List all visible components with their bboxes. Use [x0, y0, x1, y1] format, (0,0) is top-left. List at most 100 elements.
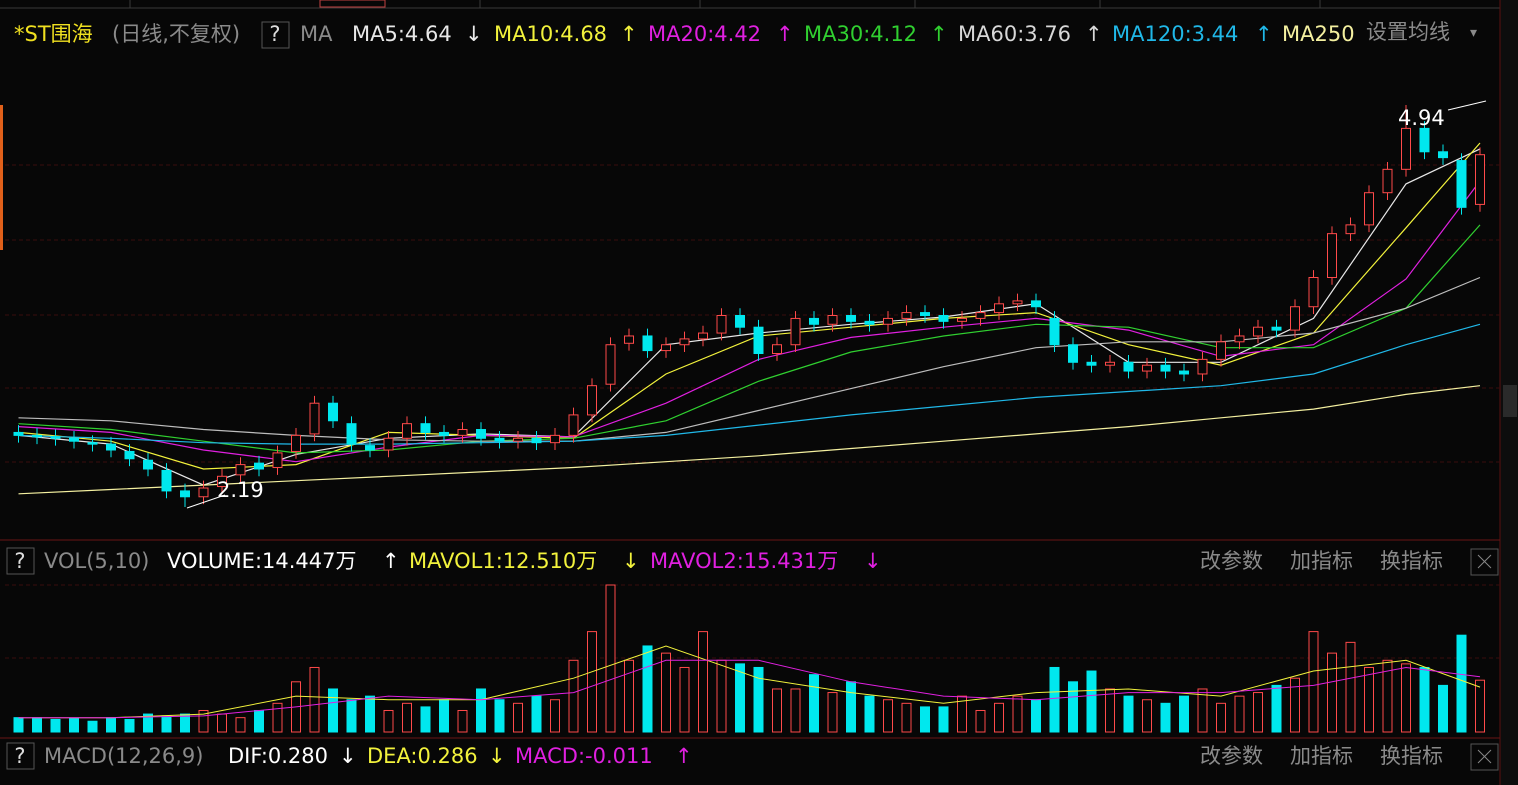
ma-line	[18, 224, 1481, 454]
candle-body	[1401, 127, 1411, 170]
close-button[interactable]	[1470, 548, 1499, 576]
candle-body	[328, 402, 338, 422]
trend: ↑	[930, 22, 948, 46]
candle-body	[217, 475, 227, 488]
volume-bar	[587, 631, 597, 733]
help[interactable]: ?	[14, 744, 25, 768]
candle-body	[1456, 160, 1467, 208]
settings[interactable]: 设置均线	[1366, 20, 1450, 44]
candle-body	[161, 469, 172, 492]
help-box[interactable]	[6, 742, 35, 770]
candle-body	[513, 437, 523, 442]
help-box[interactable]	[261, 21, 290, 49]
candle-body	[69, 437, 79, 442]
button[interactable]: 换指标	[1380, 744, 1443, 768]
vol-label: MAVOL1:12.510万	[409, 549, 597, 573]
volume-bar	[476, 688, 486, 733]
volume-bar	[13, 717, 24, 733]
macd-label: DIF:0.280	[228, 744, 328, 768]
help[interactable]: ?	[269, 22, 280, 46]
volume-bar	[1327, 652, 1337, 733]
ma-label: MA250	[1282, 22, 1355, 46]
low-label: 2.19	[217, 478, 264, 502]
volume-bar	[1364, 666, 1374, 733]
trend: ↓	[864, 549, 882, 573]
candle-body	[1419, 127, 1430, 153]
candle-body	[1160, 364, 1171, 372]
candle-body	[365, 445, 375, 451]
candle-body	[1142, 364, 1152, 372]
ma-label: MA120:3.44	[1112, 22, 1238, 46]
volume-bar	[420, 706, 431, 733]
candle-body	[661, 344, 671, 352]
volume-bar	[198, 709, 209, 733]
volume-ma-line	[18, 645, 1481, 719]
volume-bar	[1419, 666, 1430, 733]
volume-bar	[383, 709, 394, 733]
candle-body	[13, 431, 24, 436]
candle-body	[32, 434, 42, 438]
candle-body	[1049, 317, 1060, 346]
button[interactable]: 改参数	[1200, 549, 1263, 573]
volume-bar	[1049, 666, 1060, 733]
button[interactable]: 加指标	[1290, 744, 1353, 768]
volume-bar	[50, 718, 61, 733]
ma-label: MA20:4.42	[648, 22, 761, 46]
volume-legend: ? VOL(5,10) VOLUME:14.447万 ↑ MAVOL1:12.5…	[6, 547, 1499, 576]
trend: ↑	[620, 22, 638, 46]
candle-body	[50, 436, 61, 439]
volume-bar	[457, 709, 468, 733]
volume-bar	[1290, 677, 1300, 733]
chart-area: 4.94 2.19	[13, 100, 1487, 733]
candle-body	[1308, 276, 1319, 308]
ma-label: MA60:3.76	[958, 22, 1071, 46]
volume-bar	[1012, 695, 1023, 733]
candle-body	[272, 452, 283, 469]
candle-body	[1253, 326, 1263, 337]
volume-bar	[365, 695, 375, 733]
candle-body	[254, 462, 264, 470]
active-tab[interactable]	[319, 0, 386, 8]
candle-body	[587, 385, 597, 416]
volume-bar	[309, 666, 320, 733]
ma-line	[18, 276, 1481, 442]
candle-body	[605, 344, 616, 385]
button[interactable]: 改参数	[1200, 744, 1263, 768]
volume-bar	[272, 702, 283, 733]
button[interactable]: 加指标	[1290, 549, 1353, 573]
help-box[interactable]	[6, 547, 35, 575]
candle-body	[809, 317, 819, 325]
candle-body	[550, 434, 560, 444]
dropdown[interactable]: ▾	[1470, 25, 1477, 41]
period: (日线,不复权)	[112, 22, 240, 46]
volume-bar	[698, 631, 708, 733]
volume-bar	[1197, 688, 1208, 733]
candle-body	[957, 317, 967, 322]
candle-body	[383, 437, 394, 451]
volume-bar	[1086, 670, 1097, 733]
candle-body	[1234, 335, 1245, 343]
volume-bar	[124, 718, 135, 733]
volume-bar	[217, 713, 227, 733]
trend: ↑	[675, 744, 693, 768]
volume-bar	[1234, 695, 1245, 733]
close-button[interactable]	[1470, 743, 1499, 771]
candle-body	[1179, 370, 1189, 375]
volume-bar	[1456, 634, 1467, 733]
volume-bar	[642, 645, 653, 733]
candle-body	[1438, 151, 1448, 159]
candle-body	[1364, 192, 1374, 226]
trend: ↑	[776, 22, 794, 46]
candle-body	[309, 402, 320, 435]
scroll-thumb[interactable]	[1503, 385, 1517, 417]
candle-body	[420, 423, 431, 433]
candle-body	[716, 315, 727, 334]
candle-body	[346, 423, 357, 445]
help[interactable]: ?	[14, 549, 25, 573]
button[interactable]: 换指标	[1380, 549, 1443, 573]
trend: ↓	[622, 549, 640, 573]
candle-body	[753, 326, 764, 355]
volume-bar	[735, 663, 745, 733]
candle-body	[402, 423, 412, 439]
candle-body	[235, 464, 246, 476]
